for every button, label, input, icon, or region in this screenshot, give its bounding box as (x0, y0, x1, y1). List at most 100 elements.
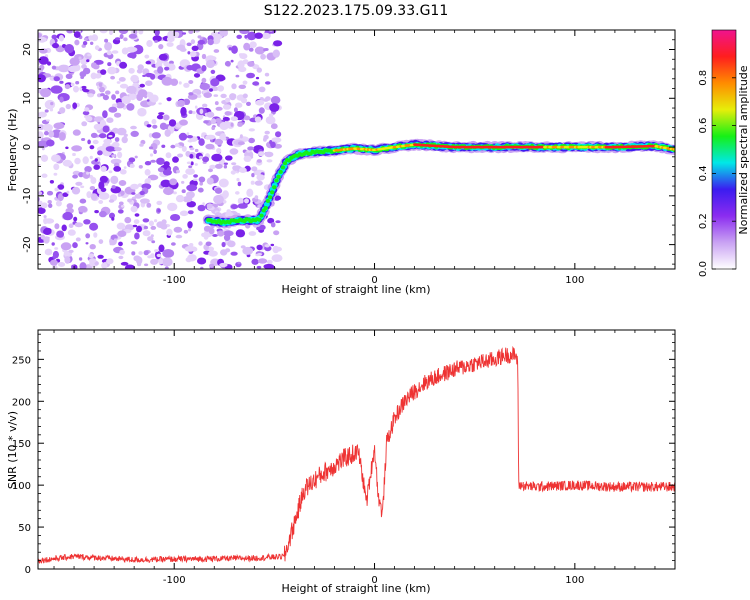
noise-speckle (117, 230, 127, 237)
noise-speckle (72, 129, 81, 136)
noise-speckle (210, 118, 217, 125)
colorbar: 0.0 0.2 0.4 0.6 0.8 Normalized spectral ampl… (698, 29, 750, 277)
noise-speckle (239, 134, 243, 139)
noise-speckle (187, 210, 194, 215)
ridge-blob (263, 201, 270, 207)
noise-speckle (264, 130, 270, 135)
noise-speckle (186, 135, 193, 139)
noise-speckle (201, 77, 207, 84)
noise-speckle (209, 263, 215, 268)
noise-speckle (90, 177, 97, 184)
noise-speckle (104, 42, 113, 51)
noise-speckle (128, 157, 136, 163)
noise-speckle (111, 50, 119, 54)
noise-speckle (106, 117, 114, 123)
noise-speckle (205, 134, 216, 140)
noise-speckle (42, 123, 54, 132)
noise-speckle (102, 110, 108, 119)
y-tick-label: -20 (22, 236, 33, 252)
noise-speckle (231, 83, 237, 90)
noise-speckle (94, 261, 99, 266)
ridge-blob (278, 169, 283, 174)
noise-speckle (271, 254, 283, 262)
noise-speckle (150, 73, 156, 80)
snr-series (38, 345, 675, 564)
noise-speckle (67, 229, 76, 236)
noise-speckle (66, 190, 70, 194)
noise-speckle (144, 263, 149, 267)
noise-speckle (222, 104, 232, 110)
noise-speckle (151, 240, 156, 244)
noise-speckle (191, 45, 199, 51)
noise-speckle (247, 31, 257, 41)
y-tick-label: 0 (22, 144, 33, 150)
noise-speckle (266, 159, 273, 163)
noise-speckle (137, 183, 143, 188)
noise-speckle (139, 83, 145, 88)
noise-speckle (100, 93, 105, 97)
frequency-ridge (202, 138, 675, 229)
noise-speckle (89, 155, 93, 160)
noise-speckle (136, 225, 142, 233)
noise-speckle (174, 31, 180, 38)
noise-speckle (44, 131, 49, 136)
y-tick-label: 10 (22, 92, 33, 105)
noise-speckle (105, 146, 115, 152)
noise-speckle (158, 44, 164, 50)
noise-speckle (98, 239, 104, 245)
noise-speckle (219, 30, 228, 37)
noise-speckle (68, 223, 74, 228)
noise-speckle (179, 210, 189, 217)
noise-speckle (172, 191, 177, 195)
noise-speckle (129, 93, 137, 101)
noise-speckle (214, 138, 223, 145)
noise-speckle (102, 94, 109, 101)
noise-speckle (256, 67, 262, 73)
noise-speckle (131, 251, 136, 256)
noise-speckle (121, 95, 131, 104)
noise-speckle (53, 76, 60, 82)
noise-speckle (65, 146, 69, 150)
noise-speckle (78, 205, 88, 213)
noise-speckle (272, 245, 280, 254)
noise-speckle (43, 227, 52, 233)
noise-speckle (112, 141, 120, 148)
y-tick-label: 150 (12, 439, 31, 450)
noise-speckle (127, 198, 133, 203)
noise-speckle (220, 133, 226, 140)
noise-speckle (85, 233, 91, 239)
noise-speckle (210, 139, 213, 143)
noise-speckle (60, 242, 72, 251)
noise-speckle (153, 149, 157, 154)
noise-speckle (146, 99, 150, 102)
noise-speckle (148, 133, 153, 138)
noise-speckle (158, 244, 165, 253)
noise-speckle (251, 166, 258, 172)
noise-speckle (194, 148, 199, 153)
noise-speckle (134, 193, 142, 199)
noise-speckle (205, 59, 215, 69)
noise-speckle (137, 89, 148, 98)
noise-speckle (111, 217, 115, 221)
noise-speckle (148, 94, 154, 100)
noise-speckle (194, 30, 201, 33)
noise-speckle (228, 47, 232, 51)
noise-speckle (187, 139, 193, 143)
noise-speckle (238, 66, 247, 73)
noise-speckle (187, 51, 191, 55)
noise-speckle (257, 253, 262, 256)
noise-speckle (231, 162, 237, 166)
noise-speckle (221, 241, 226, 248)
noise-speckle (256, 265, 262, 269)
noise-speckle (113, 166, 122, 172)
noise-speckle (84, 166, 92, 173)
noise-speckle (205, 143, 215, 150)
spectrogram-x-label: Height of straight line (km) (281, 283, 430, 296)
noise-speckle (167, 202, 178, 212)
noise-speckle (72, 102, 78, 109)
noise-speckle (190, 51, 197, 58)
noise-speckle (94, 158, 99, 162)
noise-speckle (107, 62, 112, 67)
ridge-blob (272, 185, 277, 190)
